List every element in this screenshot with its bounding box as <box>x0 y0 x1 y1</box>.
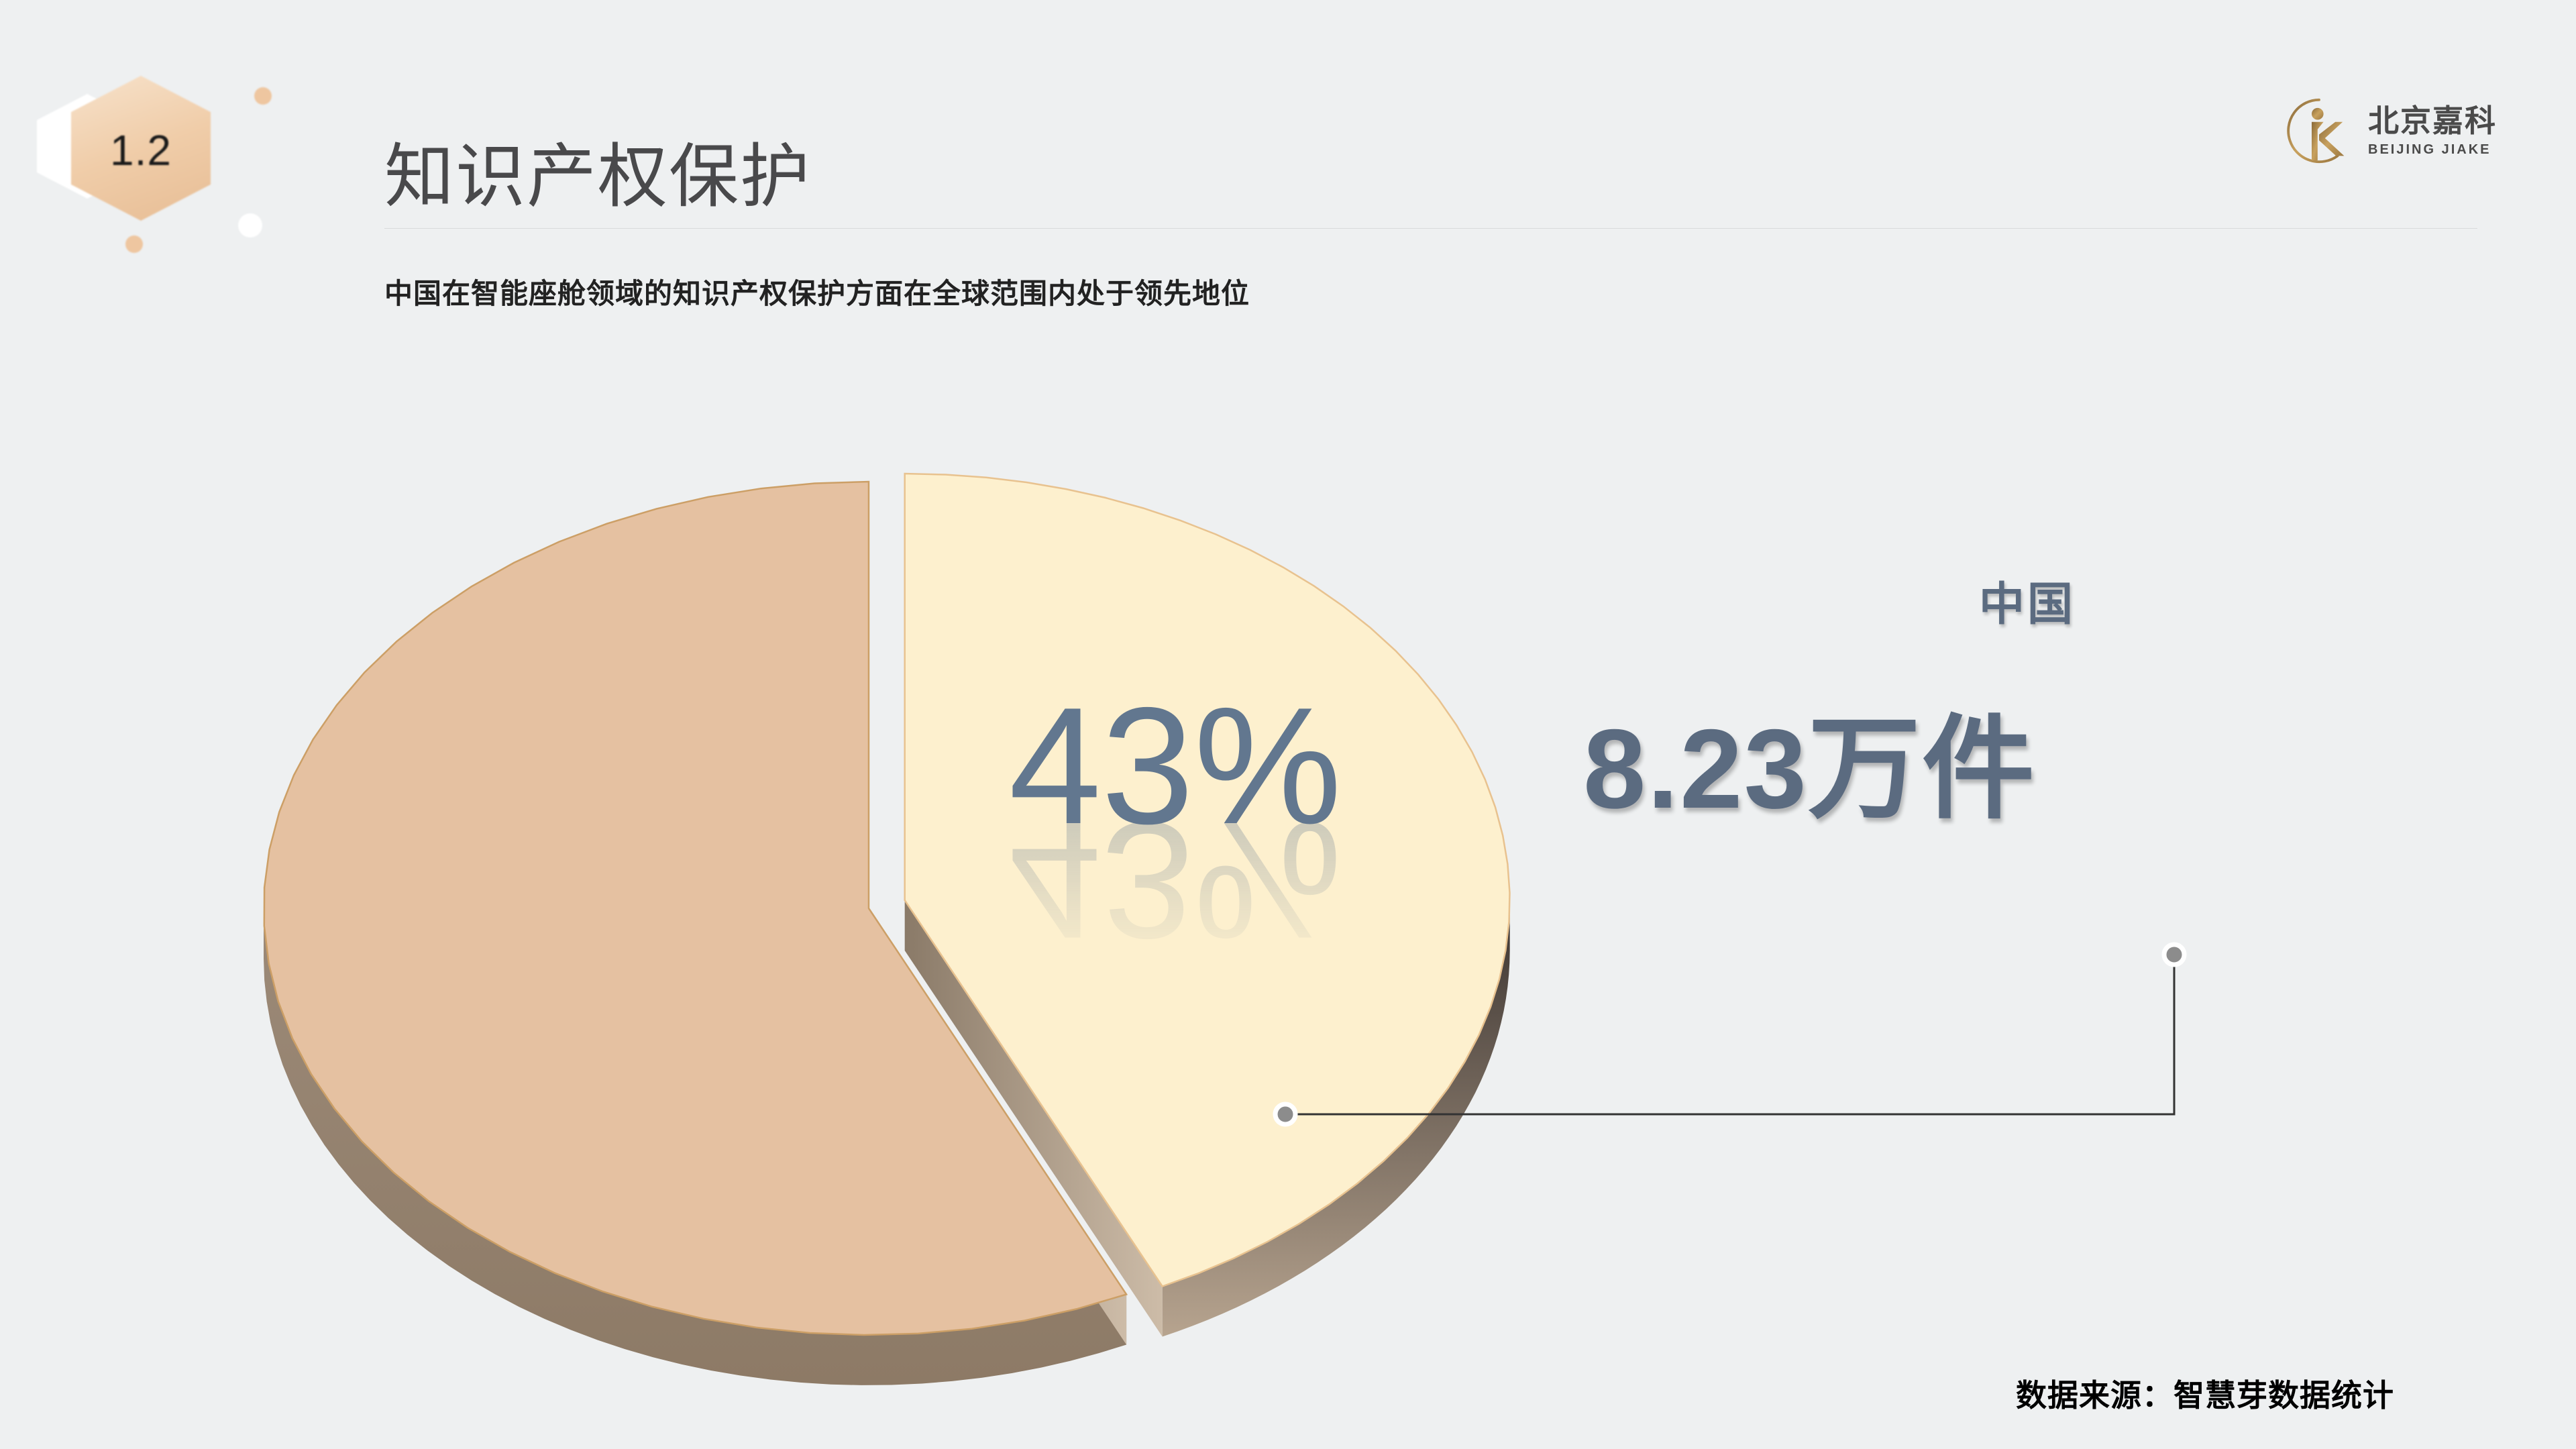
svg-text:43%: 43% <box>1009 788 1342 974</box>
